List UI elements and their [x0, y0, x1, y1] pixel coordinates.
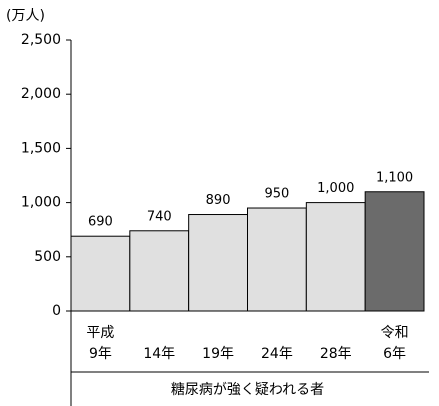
value-label: 690 — [88, 215, 113, 230]
bar — [305, 202, 366, 312]
value-label: 890 — [206, 193, 231, 208]
bar — [247, 207, 307, 312]
unit-label: (万人) — [6, 8, 45, 24]
bar — [188, 214, 249, 312]
x-tick-label: 28年 — [320, 346, 352, 362]
y-tick-label: 500 — [34, 249, 61, 265]
value-label: 1,100 — [376, 170, 413, 185]
y-tick-label: 1,500 — [21, 140, 61, 156]
x-tick-label: 14年 — [143, 346, 175, 362]
x-tick-label: 24年 — [261, 346, 293, 362]
bar — [70, 235, 131, 312]
x-group-label: 糖尿病が強く疑われる者 — [171, 382, 324, 398]
x-tick-label: 19年 — [202, 346, 234, 362]
value-label: 740 — [147, 209, 172, 224]
y-tick-label: 2,000 — [21, 86, 61, 102]
y-tick-label: 2,500 — [21, 32, 61, 48]
bar — [129, 230, 190, 312]
y-tick-label: 1,000 — [21, 195, 61, 211]
y-tick-label: 0 — [52, 303, 61, 319]
bar — [364, 191, 425, 312]
x-tick-label: 令和 6年 — [381, 325, 409, 362]
x-tick-label: 平成 9年 — [86, 325, 114, 362]
value-label: 950 — [265, 187, 290, 202]
value-label: 1,000 — [317, 181, 354, 196]
